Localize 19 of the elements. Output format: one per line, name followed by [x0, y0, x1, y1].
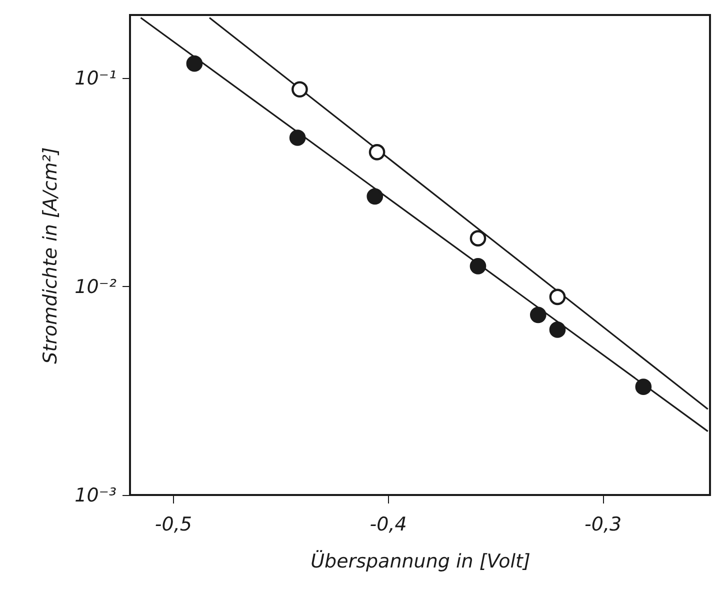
- y-axis-title: Stromdichte in [A/cm²]: [40, 147, 62, 364]
- x-tick-label: -0,3: [584, 514, 622, 536]
- point: [549, 322, 566, 338]
- point: [470, 258, 486, 274]
- point: [470, 230, 486, 246]
- point: [530, 306, 546, 324]
- x-tick-label: -0,5: [154, 514, 192, 536]
- point: [289, 130, 306, 146]
- point: [186, 55, 203, 72]
- point: [292, 81, 308, 98]
- point: [366, 188, 384, 205]
- point: [635, 378, 652, 395]
- y-tick-label: 10⁻³: [74, 484, 116, 506]
- point: [368, 144, 386, 160]
- point: [549, 288, 566, 306]
- x-axis-title: Überspannung in [Volt]: [310, 550, 530, 572]
- y-tick-label: 10⁻¹: [74, 67, 116, 90]
- x-tick-label: -0,4: [370, 514, 407, 536]
- y-tick-label: 10⁻²: [74, 276, 117, 298]
